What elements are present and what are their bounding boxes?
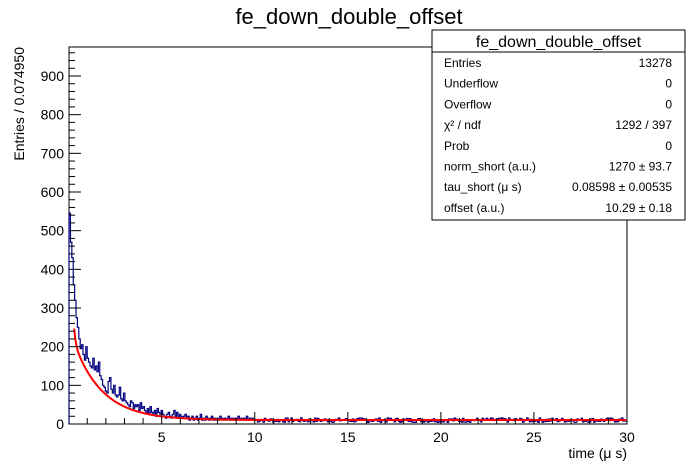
y-tick-label: 300 [41,300,65,316]
stats-box-rows: Entries 13278 Underflow 0 Overflow 0 χ² / ndf 1… [444,56,672,215]
y-tick-label: 100 [41,377,65,393]
stats-row-value: 0.08598 ± 0.00535 [572,180,672,194]
y-tick-label: 800 [41,107,65,123]
stats-row-label: Overflow [444,97,492,111]
stats-row-value: 0 [665,77,672,91]
y-tick-label: 400 [41,261,65,277]
y-tick-label: 700 [41,145,65,161]
stats-row-label: offset (a.u.) [444,201,504,215]
y-tick-label: 500 [41,223,65,239]
x-tick-label: 25 [526,429,542,445]
stats-box: fe_down_double_offset Entries 13278 Underf… [431,29,686,221]
stats-row-label: norm_short (a.u.) [444,160,536,174]
stats-row-value: 10.29 ± 0.18 [605,201,672,215]
y-tick-label: 600 [41,184,65,200]
stats-row-label: Underflow [444,77,498,91]
x-tick-label: 30 [619,429,635,445]
stats-row-label: Entries [444,56,481,70]
x-tick-label: 10 [247,429,263,445]
stats-box-title: fe_down_double_offset [476,34,642,51]
x-tick-label: 15 [340,429,356,445]
x-tick-label: 5 [158,429,166,445]
x-axis-label: time (μ s) [568,445,627,461]
y-axis-label: Entries / 0.074950 [11,47,27,161]
y-tick-label: 900 [41,68,65,84]
stats-row-value: 0 [665,97,672,111]
stats-row-label: tau_short (μ s) [444,180,522,194]
stats-row-label: χ² / ndf [444,118,482,132]
y-tick-label: 200 [41,339,65,355]
stats-row-label: Prob [444,139,470,153]
stats-box-frame [431,29,686,221]
stats-row-value: 13278 [639,56,673,70]
x-tick-label: 20 [433,429,449,445]
stats-row-value: 1270 ± 93.7 [609,160,673,174]
stats-row-value: 1292 / 397 [615,118,672,132]
chart-title: fe_down_double_offset [235,4,462,29]
y-tick-label: 0 [56,416,64,432]
stats-row-value: 0 [665,139,672,153]
